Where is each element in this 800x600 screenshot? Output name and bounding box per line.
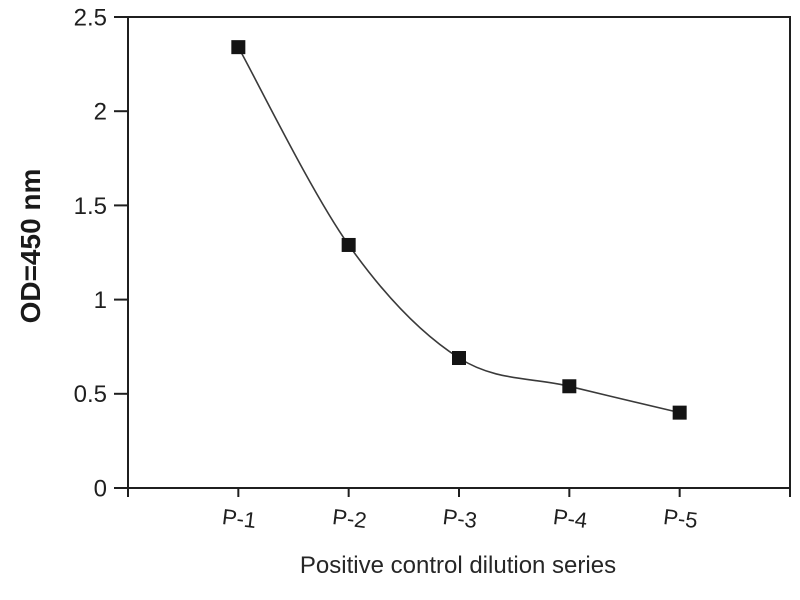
y-tick-label: 1.5: [74, 193, 107, 220]
x-tick-label: P-2: [331, 504, 368, 533]
y-tick-label: 1: [94, 287, 107, 314]
data-point-marker: [231, 40, 246, 55]
plot-area-border: [127, 16, 791, 489]
y-tick-label: 0: [94, 475, 107, 502]
data-point-marker: [672, 405, 687, 420]
x-tick-label: P-5: [662, 504, 699, 533]
data-point-marker: [341, 237, 356, 252]
data-point-marker: [452, 351, 466, 366]
x-tick-label: P-4: [552, 504, 589, 533]
series-line: [237, 46, 680, 414]
data-point-marker: [562, 379, 577, 394]
x-tick-label: P-3: [441, 504, 478, 533]
y-tick-label: 0.5: [74, 381, 107, 408]
x-tick-label: P-1: [221, 504, 258, 533]
x-axis-title: Positive control dilution series: [299, 552, 617, 579]
y-tick-label: 2: [94, 99, 107, 126]
y-tick-label: 2.5: [74, 4, 107, 31]
y-axis-title: OD=450 nm: [15, 168, 46, 324]
